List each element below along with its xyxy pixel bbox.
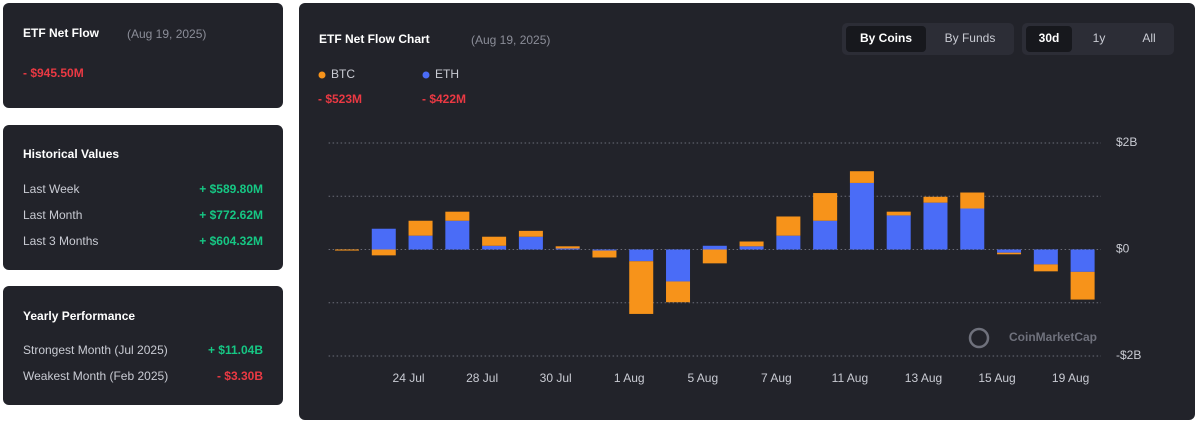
row-value: + $604.32M	[199, 234, 263, 248]
chart-title: ETF Net Flow Chart	[319, 32, 430, 46]
watermark-logo	[968, 327, 990, 349]
bar-segment	[666, 249, 691, 282]
tab-active[interactable]	[846, 26, 926, 52]
bar-segment	[960, 192, 985, 209]
bar-segment	[849, 182, 874, 250]
bar-segment	[482, 236, 507, 246]
bar-segment	[408, 220, 433, 236]
row-value: + $772.62M	[199, 208, 263, 222]
y-tick-label: $2B	[1116, 135, 1137, 149]
row-label: Weakest Month (Feb 2025)	[23, 369, 168, 383]
card-title: Yearly Performance	[23, 309, 135, 323]
bar-segment	[702, 245, 727, 250]
bar-segment	[445, 211, 470, 221]
bar-segment	[445, 220, 470, 250]
bar-segment	[518, 230, 543, 237]
legend-dot	[422, 71, 430, 79]
bar-segment	[886, 215, 911, 250]
bar-segment	[702, 249, 727, 264]
bar-segment	[1070, 249, 1095, 272]
chart-card	[299, 3, 1195, 420]
legend-label: ETH	[435, 67, 459, 81]
x-tick-label: 19 Aug	[1052, 371, 1089, 385]
bar-segment	[886, 211, 911, 216]
bar-segment	[1033, 249, 1058, 265]
bar-segment	[997, 252, 1022, 255]
tab[interactable]: All	[1142, 31, 1155, 45]
bar-segment	[555, 246, 580, 249]
bar-segment	[1070, 271, 1095, 300]
x-tick-label: 15 Aug	[978, 371, 1015, 385]
card-title: ETF Net Flow	[23, 26, 100, 40]
legend-dot	[318, 71, 326, 79]
bar-segment	[776, 235, 801, 250]
bar-segment	[813, 193, 838, 221]
tab-active[interactable]	[1026, 26, 1072, 52]
bar-segment	[923, 196, 948, 203]
historical-card	[3, 125, 283, 270]
bar-segment	[739, 241, 764, 247]
tab[interactable]: 30d	[1039, 31, 1060, 45]
watermark: CoinMarketCap	[1009, 330, 1097, 344]
legend-label: BTC	[331, 67, 355, 81]
bar-segment	[518, 236, 543, 250]
bar-segment	[739, 246, 764, 250]
tab[interactable]: By Funds	[945, 31, 996, 45]
legend-total: - $523M	[318, 92, 362, 106]
y-tick-label: $0	[1116, 242, 1130, 256]
bar-segment	[408, 235, 433, 250]
bar-segment	[592, 249, 617, 251]
bar-segment	[592, 250, 617, 258]
bar-segment	[923, 202, 948, 250]
card-title: Historical Values	[23, 147, 119, 161]
row-label: Last Month	[23, 208, 82, 222]
bar-segment	[666, 281, 691, 303]
x-tick-label: 24 Jul	[393, 371, 425, 385]
x-tick-label: 1 Aug	[614, 371, 645, 385]
row-value: + $11.04B	[208, 343, 263, 357]
net-flow-value: - $945.50M	[23, 66, 84, 80]
row-label: Last 3 Months	[23, 234, 98, 248]
bar-segment	[960, 208, 985, 250]
row-label: Last Week	[23, 182, 80, 196]
legend-total: - $422M	[422, 92, 466, 106]
row-value: + $589.80M	[199, 182, 263, 196]
chart-subtitle: (Aug 19, 2025)	[471, 33, 550, 47]
net-flow-card	[3, 3, 283, 108]
bar-segment	[629, 261, 654, 314]
bar-segment	[334, 249, 359, 251]
y-tick-label: -$2B	[1116, 348, 1141, 362]
bar-segment	[1033, 264, 1058, 272]
x-tick-label: 7 Aug	[761, 371, 792, 385]
yearly-card	[3, 286, 283, 405]
x-tick-label: 13 Aug	[905, 371, 942, 385]
x-tick-label: 28 Jul	[466, 371, 498, 385]
bar-segment	[629, 249, 654, 262]
card-date: (Aug 19, 2025)	[127, 27, 206, 41]
x-tick-label: 30 Jul	[540, 371, 572, 385]
row-label: Strongest Month (Jul 2025)	[23, 343, 168, 357]
x-tick-label: 5 Aug	[687, 371, 718, 385]
x-tick-label: 11 Aug	[832, 371, 868, 385]
bar-segment	[371, 228, 396, 250]
bar-segment	[813, 220, 838, 250]
bar-segment	[849, 171, 874, 183]
tab[interactable]: By Coins	[860, 31, 912, 45]
bar-segment	[776, 216, 801, 236]
bar-segment	[997, 249, 1022, 253]
row-value: - $3.30B	[217, 369, 263, 383]
bar-segment	[371, 249, 396, 256]
bar-segment	[482, 245, 507, 250]
tab[interactable]: 1y	[1093, 31, 1106, 45]
bar-segment	[555, 248, 580, 250]
